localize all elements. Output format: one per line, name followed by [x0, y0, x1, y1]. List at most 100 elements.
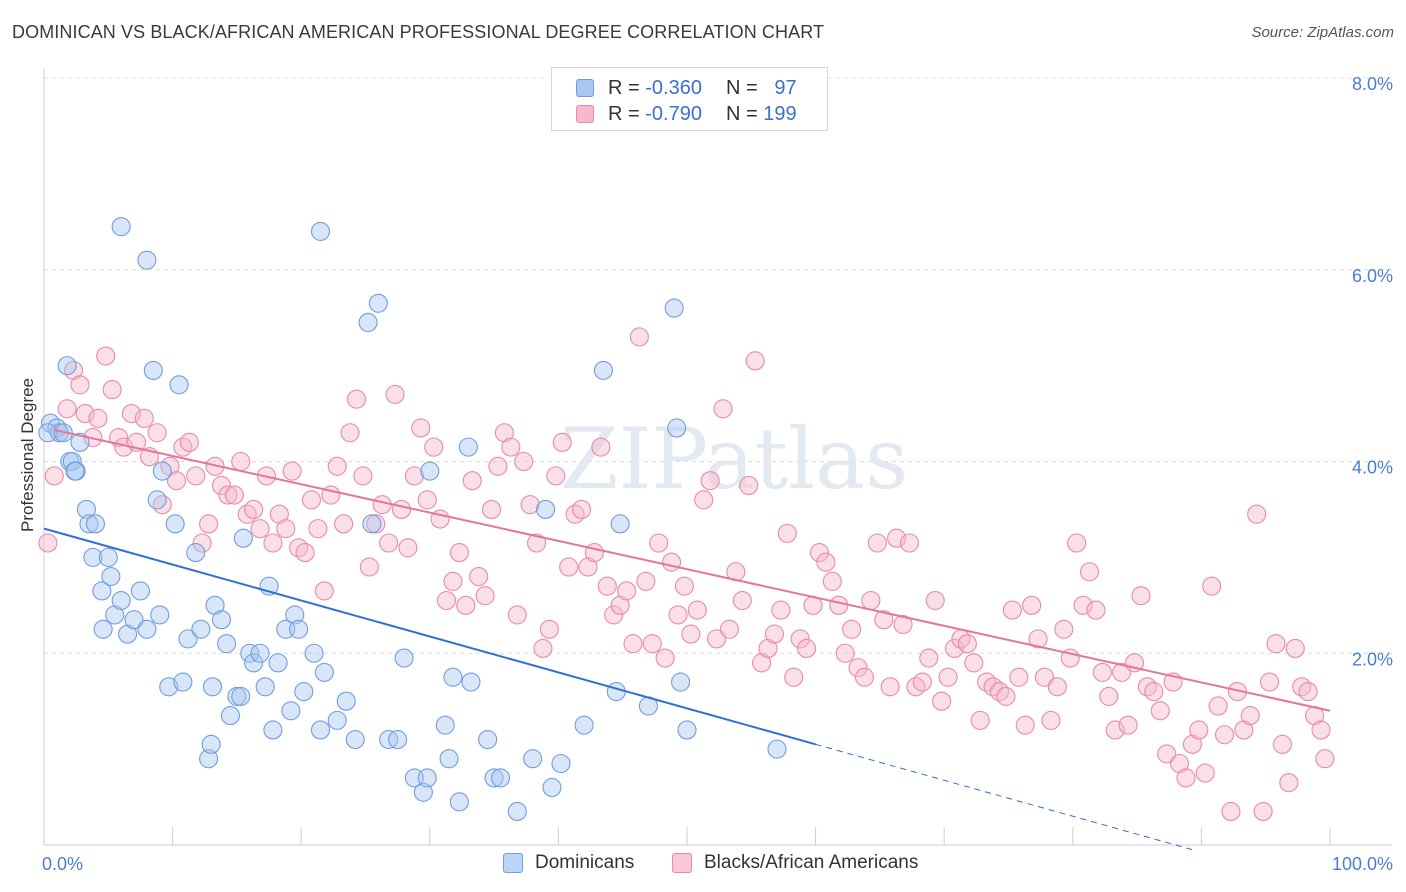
data-point-dominicans	[105, 605, 125, 625]
data-point-blacks	[1112, 662, 1132, 682]
data-point-blacks	[1195, 763, 1215, 783]
data-point-dominicans	[255, 677, 275, 697]
data-point-dominicans	[250, 643, 270, 663]
data-point-blacks	[327, 456, 347, 476]
data-point-blacks	[1144, 682, 1164, 702]
legend-swatch-dominicans	[576, 79, 594, 97]
data-point-dominicans	[165, 514, 185, 534]
data-point-dominicans	[535, 499, 556, 519]
data-point-blacks	[777, 523, 797, 543]
data-point-blacks	[526, 533, 547, 553]
data-point-dominicans	[263, 720, 283, 740]
x-tick-label: 0.0%	[42, 854, 83, 874]
data-point-dominicans	[285, 605, 305, 625]
data-point-dominicans	[231, 686, 251, 706]
data-point-blacks	[1131, 586, 1151, 606]
legend-swatch-blacks	[672, 853, 692, 873]
data-point-blacks	[134, 408, 154, 428]
data-point-dominicans	[593, 360, 613, 380]
data-point-dominicans	[85, 514, 105, 534]
data-point-blacks	[1272, 734, 1292, 754]
data-point-blacks	[102, 380, 122, 400]
data-point-blacks	[533, 638, 553, 659]
data-point-blacks	[334, 514, 354, 534]
legend-row-dominicans: R = -0.360 N = 97	[576, 76, 797, 100]
data-point-blacks	[520, 495, 540, 515]
data-point-dominicans	[358, 312, 378, 333]
data-point-blacks	[449, 543, 469, 563]
data-point-blacks	[1285, 638, 1305, 659]
data-point-dominicans	[327, 710, 347, 730]
data-point-blacks	[546, 466, 566, 486]
data-point-blacks	[970, 710, 990, 730]
data-point-dominicans	[152, 461, 172, 481]
data-point-blacks	[346, 389, 367, 409]
data-point-blacks	[166, 471, 187, 491]
data-point-dominicans	[394, 648, 414, 668]
data-point-blacks	[1073, 595, 1093, 615]
data-point-blacks	[694, 490, 714, 510]
data-point-blacks	[436, 590, 457, 611]
data-point-dominicans	[443, 667, 463, 687]
data-point-dominicans	[610, 514, 630, 534]
data-point-blacks	[790, 629, 810, 649]
data-point-dominicans	[507, 801, 527, 821]
data-point-blacks	[559, 557, 579, 577]
data-point-blacks	[809, 543, 830, 563]
data-point-blacks	[507, 605, 527, 625]
data-point-blacks	[385, 384, 405, 404]
data-point-blacks	[398, 538, 418, 558]
data-point-blacks	[1002, 600, 1022, 620]
data-point-blacks	[38, 533, 58, 553]
data-point-blacks	[854, 667, 875, 687]
data-point-blacks	[797, 638, 817, 659]
data-point-blacks	[996, 686, 1016, 706]
data-point-blacks	[912, 672, 932, 692]
data-point-blacks	[867, 533, 887, 553]
data-point-blacks	[263, 533, 283, 553]
data-point-blacks	[861, 590, 881, 611]
data-point-dominicans	[345, 729, 365, 750]
data-point-blacks	[957, 634, 977, 654]
data-point-dominicans	[388, 729, 408, 750]
data-point-blacks	[629, 327, 649, 347]
data-point-blacks	[636, 571, 656, 591]
data-point-blacks	[44, 466, 64, 486]
data-point-blacks	[353, 466, 373, 486]
data-point-blacks	[1214, 725, 1235, 745]
data-point-blacks	[1240, 706, 1260, 726]
data-point-blacks	[584, 543, 604, 563]
data-point-blacks	[578, 557, 598, 577]
data-point-blacks	[713, 399, 733, 419]
data-point-blacks	[668, 605, 688, 625]
data-point-blacks	[1067, 533, 1087, 553]
y-tick-label: 6.0%	[1352, 266, 1393, 286]
data-point-blacks	[1298, 682, 1318, 702]
data-point-blacks	[938, 667, 958, 687]
y-tick-label: 4.0%	[1352, 458, 1393, 478]
data-point-blacks	[340, 423, 360, 443]
data-point-blacks	[822, 571, 842, 591]
data-point-blacks	[404, 466, 424, 486]
legend-n-value: 199	[763, 102, 797, 125]
data-point-blacks	[1054, 619, 1074, 639]
data-point-dominicans	[70, 432, 90, 452]
data-point-blacks	[199, 514, 219, 534]
data-point-blacks	[417, 490, 437, 510]
data-point-blacks	[739, 475, 759, 496]
data-point-blacks	[231, 451, 251, 472]
data-point-dominicans	[417, 768, 437, 788]
correlation-legend: R = -0.360 N = 97 R = -0.790 N = 199	[551, 67, 828, 131]
data-point-dominicans	[667, 418, 687, 438]
data-point-blacks	[745, 351, 765, 371]
legend-item-blacks: Blacks/African Americans	[672, 852, 918, 874]
data-point-blacks	[1009, 667, 1029, 687]
data-point-blacks	[932, 691, 952, 711]
data-point-blacks	[1279, 773, 1299, 793]
data-point-dominicans	[449, 792, 469, 812]
y-axis-label: Professional Degree	[18, 378, 37, 532]
data-point-blacks	[301, 490, 322, 510]
data-point-blacks	[276, 519, 296, 539]
data-point-dominicans	[490, 768, 511, 788]
axes	[43, 68, 1392, 846]
